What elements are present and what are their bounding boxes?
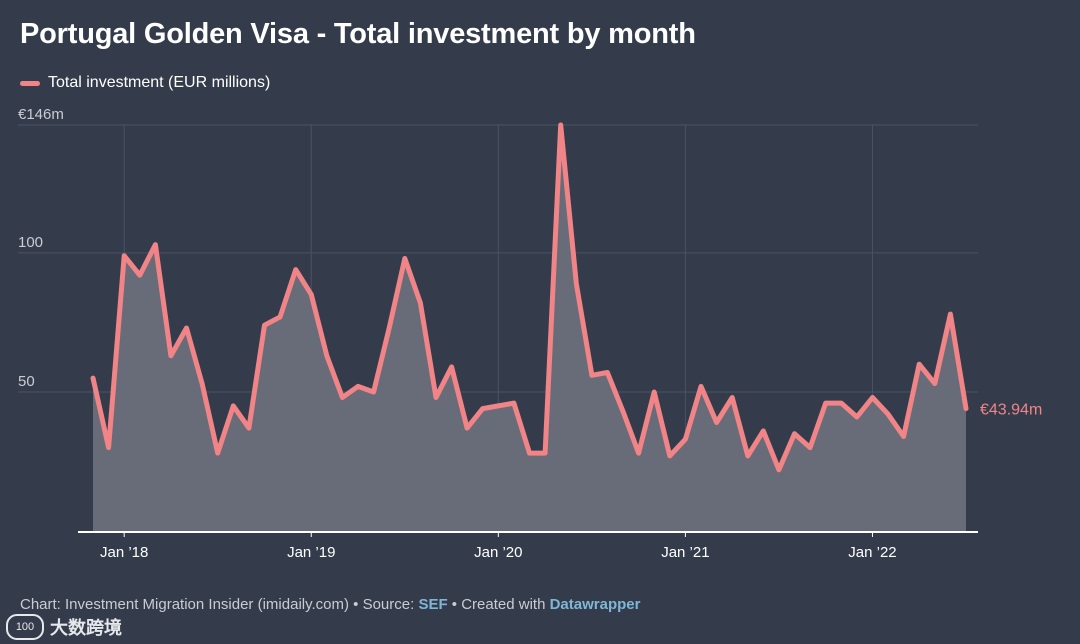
series-area — [93, 125, 966, 531]
y-tick-labels: 50 100 €146m — [18, 106, 64, 390]
line-layer — [90, 122, 969, 473]
x-tick-labels: Jan ’18 Jan ’19 Jan ’20 Jan ’21 Jan ’22 — [100, 531, 897, 561]
datawrapper-link[interactable]: Datawrapper — [549, 596, 641, 613]
x-tick-label: Jan ’19 — [287, 544, 335, 561]
x-tick-label: Jan ’20 — [474, 544, 522, 561]
x-tick-label: Jan ’22 — [848, 544, 896, 561]
legend: Total investment (EUR millions) — [20, 74, 270, 92]
y-tick-label: 50 — [18, 373, 35, 390]
legend-line-swatch — [20, 80, 40, 86]
y-tick-label: €146m — [18, 106, 64, 123]
source-link[interactable]: SEF — [418, 596, 448, 613]
legend-label: Total investment (EUR millions) — [48, 74, 271, 91]
end-value-label: €43.94m — [980, 402, 1042, 419]
y-tick-label: 100 — [18, 234, 43, 251]
series-line — [90, 122, 969, 473]
x-tick-label: Jan ’21 — [661, 544, 709, 561]
footer-credits: Chart: Investment Migration Insider (imi… — [20, 596, 640, 613]
footer-middle: • Created with — [447, 596, 550, 613]
watermark: 100 大数跨境 — [6, 614, 122, 640]
watermark-logo-icon: 100 — [6, 614, 44, 640]
chart-title: Portugal Golden Visa - Total investment … — [20, 18, 696, 50]
area-layer — [78, 125, 978, 533]
footer-prefix: Chart: Investment Migration Insider (imi… — [20, 596, 419, 613]
x-tick-label: Jan ’18 — [100, 544, 148, 561]
watermark-text: 大数跨境 — [50, 618, 122, 638]
